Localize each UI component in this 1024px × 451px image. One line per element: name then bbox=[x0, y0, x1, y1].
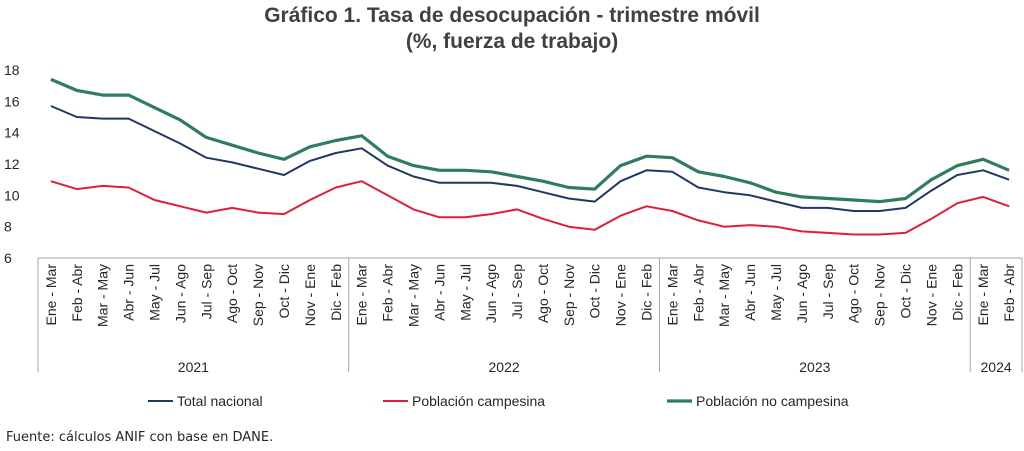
chart-title: Gráfico 1. Tasa de desocupación - trimes… bbox=[264, 4, 760, 27]
x-tick-label: Sep - Nov bbox=[872, 264, 888, 326]
x-tick-label: Nov - Ene bbox=[923, 264, 939, 326]
x-tick-label: Jul - Sep bbox=[509, 264, 525, 319]
x-tick-label: Feb - Abr bbox=[69, 264, 85, 322]
chart-subtitle: (%, fuerza de trabajo) bbox=[405, 30, 619, 53]
x-tick-label: Mar - May bbox=[405, 264, 421, 327]
x-tick-label: Oct - Dic bbox=[897, 264, 913, 318]
legend-label: Población campesina bbox=[412, 393, 545, 409]
x-tick-label: Abr - Jun bbox=[742, 264, 758, 321]
x-tick-label: Abr - Jun bbox=[431, 264, 447, 321]
x-tick-label: Abr - Jun bbox=[121, 264, 137, 321]
x-tick-label: Oct - Dic bbox=[276, 264, 292, 318]
year-label: 2023 bbox=[799, 359, 830, 375]
y-tick-label: 8 bbox=[4, 219, 12, 235]
year-label: 2021 bbox=[178, 359, 209, 375]
x-tick-label: Nov - Ene bbox=[613, 264, 629, 326]
y-tick-label: 6 bbox=[4, 250, 12, 266]
x-tick-label: Ago - Oct bbox=[846, 264, 862, 323]
x-tick-label: Feb - Abr bbox=[380, 264, 396, 322]
x-tick-label: Jun - Ago bbox=[483, 264, 499, 323]
x-tick-label: Mar - May bbox=[716, 264, 732, 327]
x-tick-label: Ago - Oct bbox=[535, 264, 551, 323]
legend-label: Total nacional bbox=[177, 393, 263, 409]
x-tick-label: Ene - Mar bbox=[354, 264, 370, 326]
source-note: Fuente: cálculos ANIF con base en DANE. bbox=[6, 430, 274, 445]
year-label: 2022 bbox=[489, 359, 520, 375]
x-tick-label: Dic - Feb bbox=[328, 264, 344, 321]
y-tick-label: 10 bbox=[4, 187, 20, 203]
x-tick-label: May - Jul bbox=[457, 264, 473, 321]
y-tick-label: 14 bbox=[4, 125, 20, 141]
x-tick-label: May - Jul bbox=[147, 264, 163, 321]
x-tick-label: Jun - Ago bbox=[172, 264, 188, 323]
x-tick-label: Sep - Nov bbox=[561, 264, 577, 326]
x-tick-label: Jul - Sep bbox=[198, 264, 214, 319]
x-tick-label: Jul - Sep bbox=[820, 264, 836, 319]
x-tick-label: Feb - Abr bbox=[690, 264, 706, 322]
y-tick-label: 18 bbox=[4, 62, 20, 78]
x-tick-label: Mar - May bbox=[95, 264, 111, 327]
x-tick-label: Ene - Mar bbox=[975, 264, 991, 326]
series-line-población-no-campesina bbox=[50, 77, 1010, 204]
legend-label: Población no campesina bbox=[696, 393, 849, 409]
x-tick-label: Feb - Abr bbox=[1001, 264, 1017, 322]
x-tick-label: Ene - Mar bbox=[664, 264, 680, 326]
x-tick-label: Nov - Ene bbox=[302, 264, 318, 326]
y-tick-label: 12 bbox=[4, 156, 20, 172]
x-tick-label: Oct - Dic bbox=[587, 264, 603, 318]
x-tick-label: Dic - Feb bbox=[949, 264, 965, 321]
series-line-población-campesina bbox=[50, 180, 1010, 236]
x-tick-label: Sep - Nov bbox=[250, 264, 266, 326]
y-tick-label: 16 bbox=[4, 93, 20, 109]
series-line-total-nacional bbox=[50, 105, 1010, 212]
line-chart: 6 8 10 12 14 16 18 Ene - Mar Feb - Abr Mar - May A… bbox=[4, 62, 1023, 409]
x-tick-label: May - Jul bbox=[768, 264, 784, 321]
year-label: 2024 bbox=[981, 359, 1012, 375]
x-tick-label: Dic - Feb bbox=[639, 264, 655, 321]
x-tick-label: Ago - Oct bbox=[224, 264, 240, 323]
x-tick-label: Ene - Mar bbox=[43, 264, 59, 326]
x-tick-label: Jun - Ago bbox=[794, 264, 810, 323]
